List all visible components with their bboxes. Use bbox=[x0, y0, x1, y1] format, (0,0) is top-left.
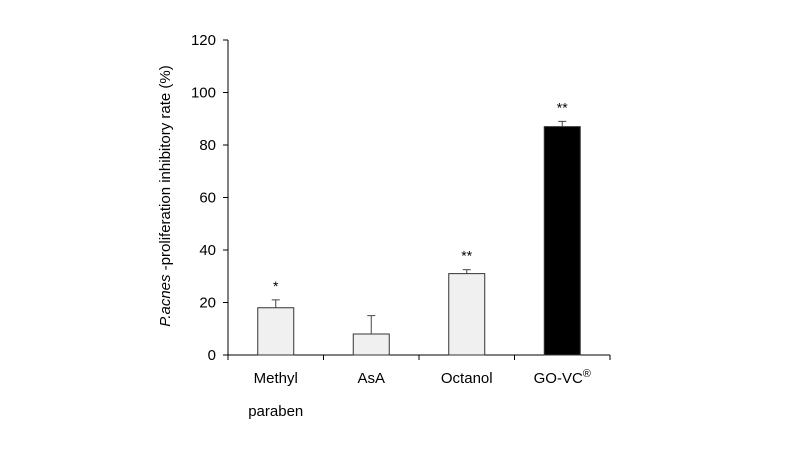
category-label: AsA bbox=[357, 370, 385, 387]
y-axis: 0 20 40 60 80 100 120 bbox=[191, 32, 229, 364]
significance-markers: ***** bbox=[273, 99, 568, 294]
x-axis bbox=[227, 354, 611, 360]
category-labels: Methyl paraben AsA Octanol GO-VC® bbox=[248, 368, 591, 420]
category-label: Methyl paraben bbox=[248, 370, 303, 420]
bar bbox=[352, 333, 390, 356]
y-tick-label: 0 bbox=[208, 347, 216, 364]
y-axis-label: P.acnes -proliferation inhibitory rate (… bbox=[157, 65, 174, 327]
significance-marker: ** bbox=[461, 248, 472, 264]
y-tick-label: 20 bbox=[199, 295, 216, 312]
bar bbox=[257, 307, 295, 356]
significance-marker: * bbox=[273, 278, 279, 294]
category-label: GO-VC® bbox=[534, 368, 591, 387]
bar bbox=[543, 126, 581, 356]
y-tick-label: 40 bbox=[199, 242, 216, 259]
error-bars bbox=[271, 120, 567, 334]
y-tick-label: 60 bbox=[199, 190, 216, 207]
y-tick-label: 120 bbox=[191, 32, 216, 49]
bars bbox=[257, 126, 581, 356]
y-tick-label: 80 bbox=[199, 137, 216, 154]
significance-marker: ** bbox=[557, 99, 568, 115]
bar bbox=[448, 273, 486, 356]
category-label: Octanol bbox=[441, 370, 493, 387]
y-tick-label: 100 bbox=[191, 85, 216, 102]
